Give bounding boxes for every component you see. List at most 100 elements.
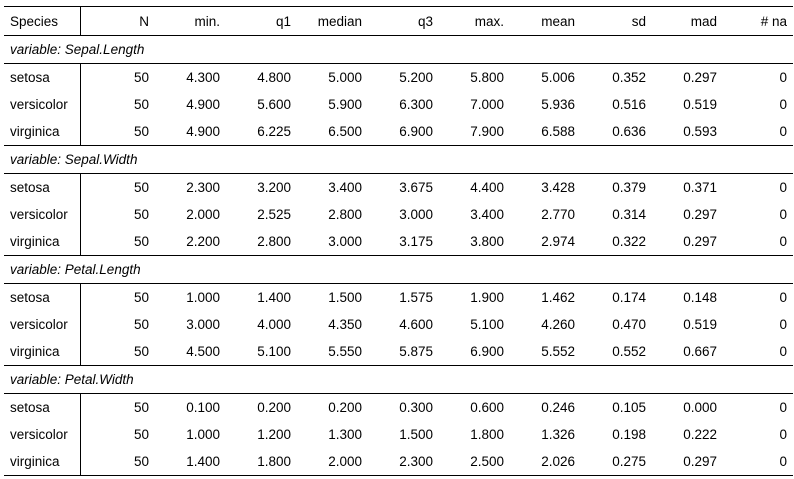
cell-q3: 3.175 — [368, 228, 439, 256]
table-row: virginica 50 1.400 1.800 2.000 2.300 2.500 2.02… — [4, 448, 793, 476]
cell-species: versicolor — [4, 421, 81, 448]
cell-mean: 5.552 — [510, 338, 581, 366]
cell-median: 2.800 — [328, 207, 362, 222]
cell-sd: 0.105 — [612, 400, 646, 415]
cell-sd: 0.275 — [581, 448, 652, 476]
cell-q3: 3.675 — [399, 180, 433, 195]
group-label: variable: Petal.Length — [4, 255, 793, 284]
cell-mean: 6.588 — [510, 118, 581, 146]
cell-n: 50 — [133, 400, 149, 415]
cell-mean: 2.026 — [510, 448, 581, 476]
cell-mad: 0.297 — [652, 448, 723, 476]
cell-q3: 4.600 — [399, 317, 433, 332]
cell-mad: 0.519 — [683, 97, 717, 112]
cell-na: 0 — [723, 118, 793, 146]
cell-min: 0.100 — [186, 400, 220, 415]
cell-n: 50 — [133, 70, 149, 85]
cell-max: 3.800 — [439, 228, 510, 256]
cell-n: 50 — [133, 317, 149, 332]
cell-species: setosa — [4, 63, 81, 91]
cell-median: 1.500 — [328, 290, 362, 305]
cell-q1: 0.200 — [257, 400, 291, 415]
cell-sd: 0.470 — [612, 317, 646, 332]
cell-q3: 5.200 — [399, 70, 433, 85]
cell-n: 50 — [80, 118, 155, 146]
cell-mad: 0.297 — [683, 207, 717, 222]
cell-q1: 1.800 — [226, 448, 297, 476]
cell-mean: 0.246 — [541, 400, 575, 415]
cell-median: 1.300 — [328, 427, 362, 442]
cell-n: 50 — [133, 427, 149, 442]
cell-mean: 1.326 — [541, 427, 575, 442]
cell-max: 2.500 — [439, 448, 510, 476]
cell-median: 3.000 — [297, 228, 368, 256]
table-row: setosa 50 0.100 0.200 0.200 0.300 0.600 0.246 0.… — [4, 393, 793, 421]
table-row: versicolor 50 3.000 4.000 4.350 4.600 5.100 4.2… — [4, 311, 793, 338]
column-header-max: max. — [439, 6, 510, 36]
cell-q1: 1.400 — [257, 290, 291, 305]
cell-median: 2.000 — [297, 448, 368, 476]
cell-na: 0 — [779, 70, 787, 85]
cell-q3: 6.900 — [368, 118, 439, 146]
table-row: setosa 50 1.000 1.400 1.500 1.575 1.900 1.462 0.… — [4, 283, 793, 311]
cell-species: versicolor — [4, 91, 81, 118]
cell-n: 50 — [80, 228, 155, 256]
cell-sd: 0.352 — [612, 70, 646, 85]
cell-max: 3.400 — [470, 207, 504, 222]
cell-q3: 0.300 — [399, 400, 433, 415]
cell-q1: 6.225 — [226, 118, 297, 146]
group-label: variable: Sepal.Length — [4, 35, 793, 64]
table-header: Species N min. q1 median q3 max. mean sd… — [4, 6, 793, 36]
cell-na: 0 — [723, 448, 793, 476]
cell-max: 1.900 — [470, 290, 504, 305]
cell-species: versicolor — [4, 201, 81, 228]
cell-median: 4.350 — [328, 317, 362, 332]
cell-q1: 2.525 — [257, 207, 291, 222]
cell-median: 5.000 — [328, 70, 362, 85]
column-header-q1: q1 — [226, 6, 297, 36]
cell-max: 6.900 — [439, 338, 510, 366]
cell-q3: 1.500 — [399, 427, 433, 442]
cell-q1: 5.100 — [226, 338, 297, 366]
cell-q1: 5.600 — [257, 97, 291, 112]
column-header-species: Species — [4, 6, 81, 36]
cell-mean: 1.462 — [541, 290, 575, 305]
table-row: setosa 50 2.300 3.200 3.400 3.675 4.400 3.428 0.… — [4, 173, 793, 201]
cell-mean: 5.006 — [541, 70, 575, 85]
cell-max: 5.800 — [470, 70, 504, 85]
table-row: virginica 50 2.200 2.800 3.000 3.175 3.800 2.97… — [4, 228, 793, 256]
cell-mad: 0.297 — [683, 70, 717, 85]
cell-sd: 0.322 — [581, 228, 652, 256]
cell-na: 0 — [779, 400, 787, 415]
header-row: Species N min. q1 median q3 max. mean sd… — [4, 6, 793, 36]
column-header-sd: sd — [581, 6, 652, 36]
cell-sd: 0.552 — [581, 338, 652, 366]
cell-mad: 0.297 — [652, 228, 723, 256]
cell-min: 1.000 — [186, 427, 220, 442]
cell-max: 4.400 — [470, 180, 504, 195]
group-header-row: variable: Petal.Width — [4, 365, 793, 394]
cell-max: 0.600 — [470, 400, 504, 415]
cell-species: versicolor — [4, 311, 81, 338]
cell-na: 0 — [779, 290, 787, 305]
cell-mad: 0.222 — [683, 427, 717, 442]
cell-mean: 2.974 — [510, 228, 581, 256]
cell-species: virginica — [4, 338, 81, 366]
cell-mean: 4.260 — [541, 317, 575, 332]
cell-n: 50 — [133, 97, 149, 112]
cell-min: 2.300 — [186, 180, 220, 195]
cell-sd: 0.314 — [612, 207, 646, 222]
cell-sd: 0.379 — [612, 180, 646, 195]
cell-species: virginica — [4, 228, 81, 256]
cell-species: setosa — [4, 173, 81, 201]
table-row: virginica 50 4.500 5.100 5.550 5.875 6.900 5.55… — [4, 338, 793, 366]
cell-q1: 2.800 — [226, 228, 297, 256]
cell-mad: 0.519 — [683, 317, 717, 332]
cell-min: 3.000 — [186, 317, 220, 332]
cell-max: 5.100 — [470, 317, 504, 332]
group-label: variable: Petal.Width — [4, 365, 793, 394]
cell-n: 50 — [133, 207, 149, 222]
group-header-row: variable: Sepal.Width — [4, 145, 793, 174]
cell-n: 50 — [80, 448, 155, 476]
table-row: virginica 50 4.900 6.225 6.500 6.900 7.900 6.58… — [4, 118, 793, 146]
